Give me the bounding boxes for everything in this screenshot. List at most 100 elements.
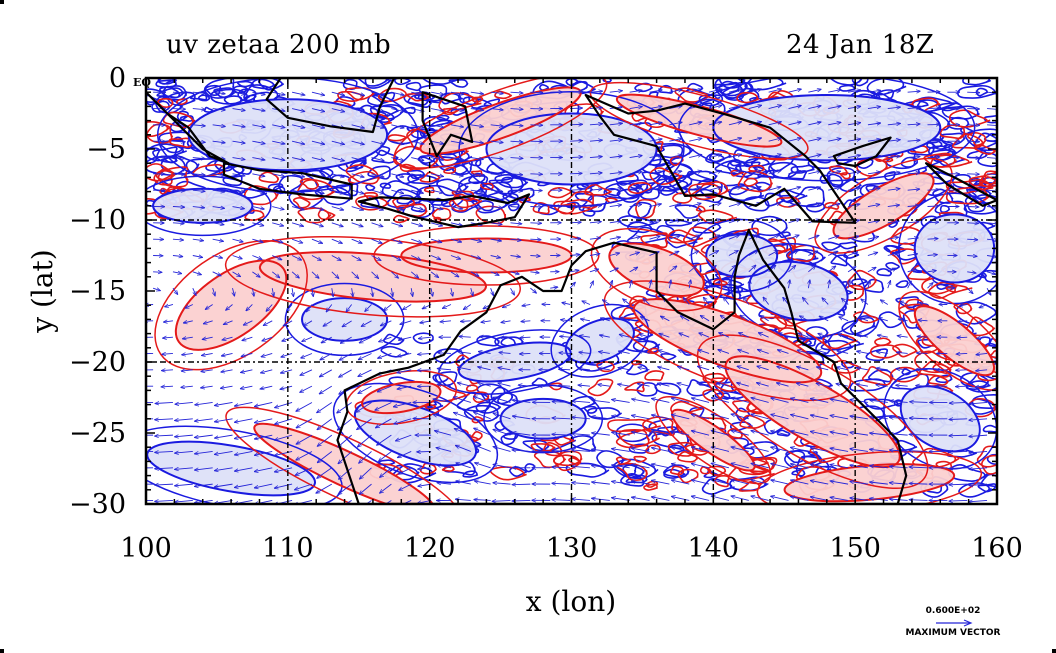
wind-vector (978, 321, 988, 323)
wind-vector (512, 484, 531, 485)
contour-scribble (895, 280, 909, 288)
negative-vorticity-fill (749, 261, 848, 321)
wind-vector (205, 304, 213, 309)
wind-vector (351, 157, 365, 161)
wind-vector (629, 107, 643, 109)
wind-vector (836, 367, 849, 371)
wind-vector (768, 89, 782, 93)
wind-vector (470, 174, 483, 176)
contour-scribble (197, 94, 211, 102)
wind-vector (888, 281, 891, 289)
contour-scribble (451, 190, 475, 202)
contour-scribble (488, 177, 525, 195)
legend-scale-value: 0.600E+02 (925, 606, 981, 616)
wind-vector (280, 385, 293, 389)
wind-vector (927, 255, 938, 256)
wind-vector (817, 350, 829, 354)
wind-vector (311, 157, 325, 161)
equator-label: EQ (133, 76, 151, 89)
y-axis-label: y (lat) (26, 249, 59, 333)
wind-vector (907, 108, 921, 109)
wind-vector (391, 189, 403, 193)
wind-vector (172, 207, 185, 208)
contour-scribble (626, 363, 649, 376)
wind-vector (907, 254, 918, 256)
wind-vector (172, 109, 185, 110)
wind-vector (411, 189, 423, 193)
wind-vector (570, 270, 579, 272)
wind-vector (232, 125, 246, 127)
wind-vector (619, 334, 630, 338)
wind-vector (897, 352, 908, 353)
wind-vector (847, 252, 858, 256)
wind-vector (728, 265, 736, 273)
wind-vector (213, 288, 215, 296)
wind-vector (510, 256, 521, 258)
wind-vector (609, 91, 623, 93)
contour-scribble (677, 468, 699, 484)
wind-vector (967, 272, 976, 273)
wind-vector (808, 235, 819, 240)
wind-vector (679, 333, 690, 338)
wind-vector (271, 271, 279, 278)
wind-vector (788, 235, 800, 240)
contour-scribble (971, 394, 997, 409)
wind-vector (570, 238, 581, 239)
wind-vector (579, 352, 590, 353)
wind-vector (391, 108, 404, 112)
contour-scribble (978, 176, 997, 188)
wind-vector (896, 369, 908, 370)
wind-vector (192, 158, 205, 159)
negative-vorticity-contour (883, 367, 997, 470)
wind-vector (232, 238, 244, 242)
contour-scribble (649, 167, 683, 185)
wind-vector (252, 109, 265, 111)
y-tick-label: −30 (69, 489, 126, 520)
wind-vector (450, 125, 464, 127)
wind-vector (430, 238, 442, 242)
wind-vector (887, 237, 899, 239)
wind-vector (391, 140, 404, 144)
contour-scribble (586, 407, 623, 420)
contour-scribble (692, 221, 722, 234)
wind-vector (859, 317, 869, 322)
wind-vector (162, 353, 173, 354)
contour-scribble (433, 348, 466, 364)
wind-vector (212, 207, 225, 209)
wind-vector (203, 320, 213, 324)
wind-vector (351, 91, 365, 95)
contour-scribble (451, 198, 480, 213)
wind-vector (430, 140, 444, 144)
contour-scribble (349, 159, 366, 170)
contour-scribble (596, 361, 616, 373)
wind-vector (530, 239, 541, 240)
wind-vector (470, 92, 484, 94)
wind-vector (629, 237, 641, 240)
wind-vector (828, 187, 840, 191)
wind-vector (292, 288, 293, 296)
contour-scribble (355, 195, 390, 211)
contour-scribble (448, 78, 469, 88)
wind-vector (232, 255, 243, 259)
wind-vector (828, 106, 841, 109)
wind-vector (620, 317, 630, 322)
wind-vector (887, 91, 901, 92)
wind-vector (430, 108, 444, 112)
wind-vector (907, 91, 921, 92)
contour-scribble (405, 81, 422, 92)
wind-vector (917, 353, 928, 354)
wind-vector (580, 336, 591, 338)
wind-vector (371, 91, 385, 95)
wind-vector (291, 238, 303, 243)
wind-vector (340, 336, 352, 343)
wind-vector (450, 190, 463, 192)
wind-vector (589, 173, 602, 174)
wind-vector (418, 353, 432, 354)
wind-vector (808, 251, 817, 256)
wind-vector (232, 190, 245, 192)
contour-scribble (451, 160, 473, 176)
wind-vector (877, 335, 888, 337)
wind-vector (748, 251, 758, 256)
wind-vector (669, 251, 679, 256)
